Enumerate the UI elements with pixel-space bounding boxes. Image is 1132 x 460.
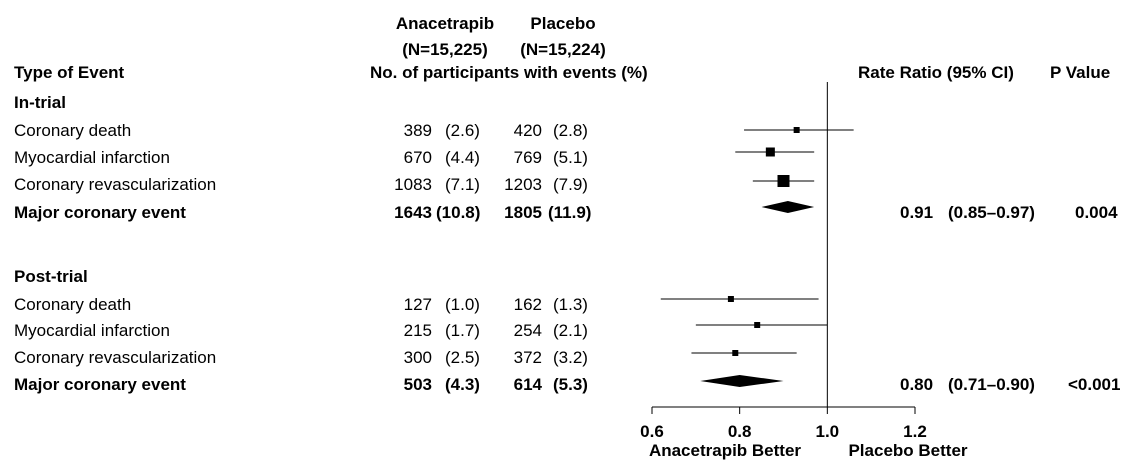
group1-percent: (4.3) xyxy=(445,375,480,394)
group1-count: 1083 xyxy=(394,175,432,194)
event-label: Coronary revascularization xyxy=(14,175,217,194)
point-estimate xyxy=(754,322,761,328)
event-label: Myocardial infarction xyxy=(14,148,170,167)
rate-ratio: 0.80 xyxy=(900,375,934,394)
group2-count: 1805 xyxy=(504,203,542,222)
group1-count: 389 xyxy=(403,121,432,140)
point-estimate xyxy=(777,175,790,187)
right-direction-label: Placebo Better xyxy=(848,441,967,460)
group1-percent: (2.5) xyxy=(445,348,480,367)
event-label: Myocardial infarction xyxy=(14,321,170,340)
group2-count: 420 xyxy=(513,121,542,140)
group2-count: 1203 xyxy=(504,175,542,194)
group1-percent: (10.8) xyxy=(436,203,481,222)
event-label: Coronary death xyxy=(14,121,132,140)
type-of-event-header: Type of Event xyxy=(14,63,125,82)
group1-count: 300 xyxy=(403,348,432,367)
confidence-interval: (0.71–0.90) xyxy=(948,375,1035,394)
summary-diamond xyxy=(761,201,815,213)
x-tick-label: 1.2 xyxy=(903,422,927,441)
group2-percent: (5.3) xyxy=(553,375,588,394)
section-title: Post-trial xyxy=(14,267,88,286)
rate-ratio: 0.91 xyxy=(900,203,934,222)
group2-count: 614 xyxy=(513,375,542,394)
section-title: In-trial xyxy=(14,93,66,112)
events-header: No. of participants with events (%) xyxy=(370,63,648,82)
group1-percent: (4.4) xyxy=(445,148,480,167)
x-tick-label: 0.8 xyxy=(728,422,752,441)
p-value-header: P Value xyxy=(1050,63,1111,82)
point-estimate xyxy=(732,350,739,356)
group2-name: Placebo xyxy=(530,14,596,33)
group1-count: 127 xyxy=(403,295,432,314)
p-value: 0.004 xyxy=(1075,203,1118,222)
group2-percent: (2.1) xyxy=(553,321,588,340)
group2-percent: (3.2) xyxy=(553,348,588,367)
group1-name: Anacetrapib xyxy=(395,14,495,33)
group2-percent: (11.9) xyxy=(548,203,592,222)
p-value: <0.001 xyxy=(1068,375,1121,394)
group1-percent: (2.6) xyxy=(445,121,480,140)
confidence-interval: (0.85–0.97) xyxy=(948,203,1035,222)
event-label: Major coronary event xyxy=(14,203,186,222)
group1-count: 1643 xyxy=(394,203,432,222)
x-tick-label: 0.6 xyxy=(640,422,664,441)
group2-percent: (5.1) xyxy=(553,148,588,167)
group1-count: 503 xyxy=(403,375,432,394)
point-estimate xyxy=(727,296,734,302)
group2-n: (N=15,224) xyxy=(520,40,606,59)
group1-percent: (1.7) xyxy=(445,321,480,340)
group2-percent: (7.9) xyxy=(553,175,588,194)
point-estimate xyxy=(765,147,775,157)
group1-count: 670 xyxy=(403,148,432,167)
group2-count: 372 xyxy=(513,348,542,367)
group1-percent: (7.1) xyxy=(445,175,480,194)
event-label: Coronary death xyxy=(14,295,132,314)
event-label: Major coronary event xyxy=(14,375,186,394)
group2-percent: (1.3) xyxy=(553,295,588,314)
group1-n: (N=15,225) xyxy=(402,40,488,59)
group1-count: 215 xyxy=(403,321,432,340)
left-direction-label: Anacetrapib Better xyxy=(649,441,801,460)
group1-percent: (1.0) xyxy=(445,295,480,314)
event-label: Coronary revascularization xyxy=(14,348,217,367)
group2-count: 162 xyxy=(513,295,542,314)
group2-count: 769 xyxy=(513,148,542,167)
x-tick-label: 1.0 xyxy=(816,422,840,441)
group2-percent: (2.8) xyxy=(553,121,588,140)
rate-ratio-header: Rate Ratio (95% CI) xyxy=(858,63,1014,82)
point-estimate xyxy=(793,127,800,133)
summary-diamond xyxy=(700,375,784,387)
group2-count: 254 xyxy=(513,321,542,340)
